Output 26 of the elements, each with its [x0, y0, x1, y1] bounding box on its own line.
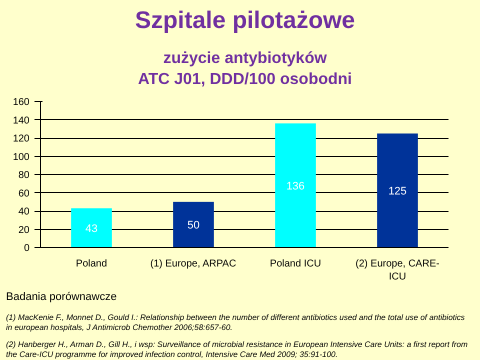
data-label: 125	[388, 186, 407, 198]
y-tick-label: 60	[18, 188, 30, 200]
data-label: 136	[286, 180, 305, 193]
text: (1) MacKenie F., Monnet D., Gould I.: Relationship between the number of different antibiotics used and the total use of antibiotics in european hospitals, J Antimicrob Chemother 2006;58:657-60.	[6, 312, 466, 333]
chart-title: Szpitale pilotażowe	[134, 6, 356, 36]
data-label: 43	[85, 223, 98, 236]
chart-subtitle: zużycie antybiotyków ATC J01, DDD/100 osobodni	[138, 49, 352, 90]
x-tick-label: Poland ICU	[270, 258, 322, 270]
x-tick-label: (1) Europe, ARPAC	[150, 258, 236, 270]
bar	[377, 134, 418, 248]
x-tick-label: (2) Europe, CARE-ICU	[356, 258, 440, 283]
bar	[275, 124, 316, 248]
data-label: 50	[187, 220, 200, 232]
text: (2) Hanberger H., Arman D., Gill H., i wsp: Surveillance of microbial resistance in European Intensive Care Units: a first report from the Care-ICU programme for improved infection control, Intensive Care Med 2009; 35:91-100.	[6, 340, 468, 360]
y-tick-label: 120	[12, 134, 30, 145]
y-tick-label: 20	[18, 225, 30, 236]
y-tick-label: 0	[24, 243, 30, 254]
y-tick-label: 140	[12, 116, 30, 127]
bar	[173, 202, 214, 248]
y-tick-label: 80	[18, 170, 30, 182]
x-tick-label: Poland	[76, 258, 108, 270]
bar	[71, 208, 112, 248]
y-tick-label: 160	[12, 97, 30, 108]
y-tick-label: 100	[12, 152, 30, 164]
y-tick-label: 40	[18, 206, 30, 218]
text: Badania porównawcze	[6, 290, 117, 306]
